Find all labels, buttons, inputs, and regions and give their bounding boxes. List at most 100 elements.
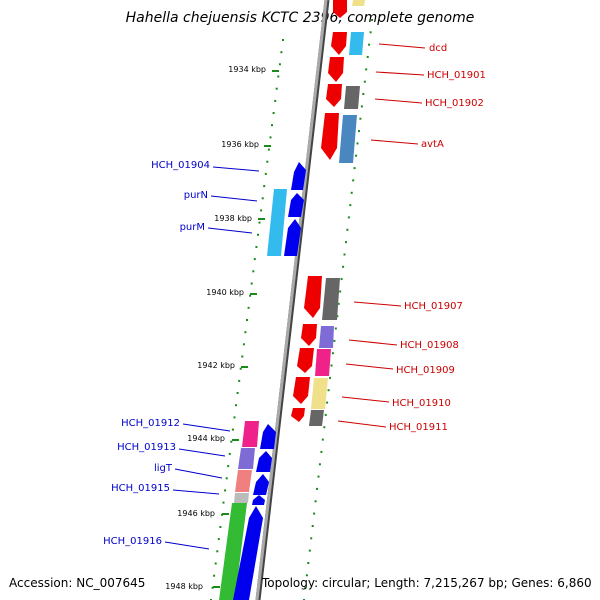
ruler-dot — [272, 112, 275, 114]
gene-label-HCH01916[interactable]: HCH_01916 — [103, 536, 162, 547]
gene-label-HCH01902[interactable]: HCH_01902 — [425, 98, 484, 109]
gene-box-HCH01910[interactable] — [311, 378, 328, 409]
ruler-dot — [368, 43, 371, 46]
gene-arrow-purN[interactable] — [288, 193, 304, 217]
gene-box-HCH01915[interactable] — [234, 493, 249, 503]
tick-label-1936: 1936 kbp — [221, 140, 259, 149]
gene-label-HCH01909[interactable]: HCH_01909 — [396, 365, 455, 376]
gene-box-HCH01913[interactable] — [238, 448, 255, 469]
gene-arrow-HCH01916[interactable] — [233, 506, 263, 600]
gene-label-HCH01908[interactable]: HCH_01908 — [400, 340, 459, 351]
ruler-dot — [213, 574, 216, 577]
gene-arrow-HCH01911-left[interactable] — [291, 408, 305, 422]
leader-HCH01902 — [374, 98, 423, 104]
ruler-dot — [230, 440, 233, 443]
ruler-dot — [249, 294, 252, 297]
gene-label-HCH01915[interactable]: HCH_01915 — [111, 483, 170, 494]
gene-label-purN[interactable]: purN — [184, 190, 208, 201]
gene-box-HCH01916[interactable] — [219, 503, 247, 600]
gene-box-HCH01902[interactable] — [344, 86, 360, 109]
ruler-dot — [274, 99, 277, 102]
gene-arrow-top-partial[interactable] — [333, 0, 347, 18]
ruler-dot — [353, 167, 356, 170]
gene-arrow-HCH01904[interactable] — [291, 162, 306, 190]
ruler-dot — [313, 512, 316, 515]
ruler-dot — [371, 19, 373, 21]
ruler-dot — [311, 525, 314, 527]
gene-arrow-HCH01912[interactable] — [260, 424, 276, 449]
gene-arrow-HCH01908-left[interactable] — [301, 324, 317, 346]
gene-box-HCH01908[interactable] — [319, 326, 334, 348]
leader-HCH01913 — [178, 448, 226, 457]
ruler-dot — [355, 154, 358, 157]
gene-arrow-HCH01909-left[interactable] — [297, 348, 314, 373]
gene-arrow-avtA-left[interactable] — [321, 113, 339, 160]
scale-ruler-left — [210, 39, 284, 600]
ruler-dot — [267, 148, 270, 151]
gene-box-khaki-top[interactable] — [352, 0, 365, 6]
ruler-dot — [217, 538, 220, 541]
ruler-dot — [239, 367, 242, 370]
ruler-dot — [255, 246, 258, 248]
gene-arrow-HCH01915[interactable] — [252, 495, 265, 505]
gene-box-HCH01909[interactable] — [315, 349, 331, 376]
gene-box-purN[interactable] — [267, 189, 287, 256]
ruler-dot — [247, 306, 250, 309]
ruler-dot — [304, 586, 307, 589]
gene-arrow-ligT[interactable] — [253, 474, 269, 495]
gene-label-ligT[interactable]: ligT — [154, 463, 173, 474]
ruler-dot — [278, 63, 281, 66]
gene-label-HCH01911[interactable]: HCH_01911 — [389, 422, 448, 433]
gene-box-dcd[interactable] — [349, 32, 364, 55]
gene-label-HCH01910[interactable]: HCH_01910 — [392, 398, 451, 409]
ruler-dot — [280, 51, 283, 54]
gene-box-HCH01911[interactable] — [309, 410, 324, 426]
gene-label-HCH01901[interactable]: HCH_01901 — [427, 70, 486, 81]
ruler-dot — [261, 197, 264, 200]
gene-label-purM[interactable]: purM — [180, 222, 205, 233]
gene-arrow-HCH01913[interactable] — [256, 451, 272, 472]
ruler-dot — [224, 489, 227, 492]
gene-arrow-HCH01910-left[interactable] — [293, 377, 310, 404]
leader-HCH01916 — [164, 541, 210, 550]
ruler-dot — [214, 562, 217, 565]
ruler-dot — [323, 426, 326, 429]
gene-label-HCH01907[interactable]: HCH_01907 — [404, 301, 463, 312]
leader-HCH01910 — [341, 396, 390, 403]
ruler-dot — [219, 526, 222, 528]
gene-label-HCH01912[interactable]: HCH_01912 — [121, 418, 180, 429]
gene-arrow-dcd-left[interactable] — [331, 32, 347, 55]
gene-box-HCH01907[interactable] — [322, 278, 340, 320]
gene-arrow-HCH01902-left[interactable] — [326, 84, 342, 107]
ruler-dot — [310, 537, 313, 540]
gene-arrow-HCH01901-left[interactable] — [328, 57, 344, 82]
ruler-dot — [227, 465, 230, 468]
gene-label-HCH01904[interactable]: HCH_01904 — [151, 160, 210, 171]
ruler-dot — [260, 209, 263, 212]
gene-arrow-HCH01907-left[interactable] — [304, 276, 322, 318]
ruler-dot — [257, 233, 259, 236]
tick-label-1948: 1948 kbp — [165, 582, 203, 591]
gene-label-HCH01913[interactable]: HCH_01913 — [117, 442, 176, 453]
ruler-dot — [360, 105, 363, 108]
ruler-dot — [356, 142, 359, 145]
gene-arrow-purM[interactable] — [284, 219, 301, 256]
tick-label-1946: 1946 kbp — [177, 509, 215, 518]
gene-box-ligT[interactable] — [235, 470, 252, 492]
gene-box-avtA[interactable] — [339, 115, 357, 163]
ruler-dot — [211, 586, 214, 589]
gene-box-HCH01912[interactable] — [242, 421, 259, 447]
ruler-dot — [365, 68, 368, 71]
ruler-dot — [363, 80, 366, 83]
ruler-dot — [236, 392, 239, 394]
ruler-dot — [269, 136, 272, 139]
ruler-dot — [324, 413, 327, 416]
gene-label-dcd[interactable]: dcd — [429, 43, 447, 54]
gene-label-avtA[interactable]: avtA — [421, 139, 444, 150]
tick-label-1938: 1938 kbp — [214, 214, 252, 223]
accession-text: Accession: NC_007645 — [9, 576, 146, 590]
ruler-dot — [316, 487, 318, 490]
scale-ruler-right — [303, 19, 373, 600]
ruler-dot — [244, 331, 247, 334]
